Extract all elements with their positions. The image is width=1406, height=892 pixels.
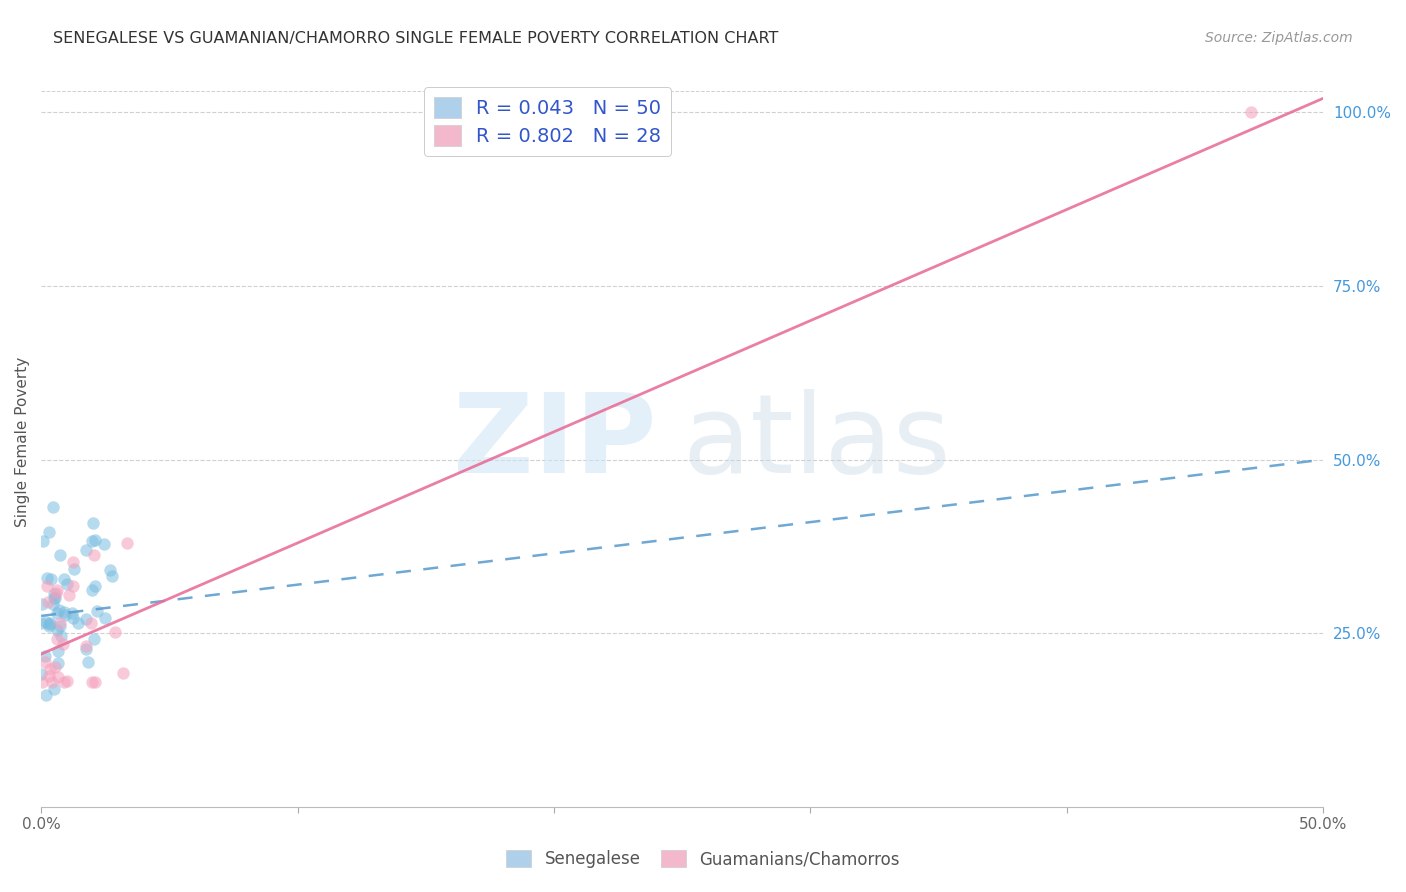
Point — [30, 615, 52, 630]
Point — [48, 602, 70, 616]
Point — [115, 536, 138, 550]
Point — [62, 610, 84, 624]
Point — [35, 615, 58, 629]
Point — [80, 534, 103, 549]
Point — [53, 674, 76, 689]
Legend: R = 0.043   N = 50, R = 0.802   N = 28: R = 0.043 N = 50, R = 0.802 N = 28 — [425, 87, 671, 156]
Point — [52, 637, 75, 651]
Point — [77, 655, 100, 669]
Point — [67, 615, 90, 630]
Point — [31, 674, 53, 689]
Point — [48, 548, 70, 562]
Point — [42, 597, 65, 611]
Point — [35, 578, 58, 592]
Point — [84, 579, 107, 593]
Point — [104, 624, 127, 639]
Point — [31, 598, 53, 612]
Point — [42, 500, 65, 514]
Point — [80, 583, 103, 598]
Point — [55, 607, 77, 622]
Point — [75, 543, 97, 558]
Point — [46, 632, 69, 646]
Point — [111, 666, 134, 681]
Text: SENEGALESE VS GUAMANIAN/CHAMORRO SINGLE FEMALE POVERTY CORRELATION CHART: SENEGALESE VS GUAMANIAN/CHAMORRO SINGLE … — [53, 31, 779, 46]
Point — [56, 577, 79, 591]
Point — [38, 525, 60, 540]
Point — [38, 617, 60, 632]
Point — [80, 615, 103, 630]
Point — [51, 629, 73, 643]
Point — [35, 688, 58, 702]
Point — [38, 615, 60, 630]
Point — [38, 619, 60, 633]
Point — [39, 572, 62, 586]
Point — [1240, 105, 1263, 120]
Point — [49, 615, 72, 630]
Point — [75, 642, 97, 657]
Point — [45, 582, 67, 597]
Point — [62, 606, 84, 620]
Text: atlas: atlas — [682, 389, 950, 496]
Point — [46, 656, 69, 670]
Point — [93, 611, 115, 625]
Point — [83, 632, 105, 647]
Point — [30, 666, 52, 681]
Point — [62, 555, 84, 569]
Point — [83, 548, 105, 562]
Text: ZIP: ZIP — [453, 389, 657, 496]
Point — [46, 624, 69, 638]
Point — [37, 594, 59, 608]
Point — [34, 649, 56, 664]
Point — [98, 563, 121, 577]
Point — [44, 591, 66, 606]
Point — [84, 533, 107, 547]
Point — [82, 516, 104, 530]
Point — [100, 568, 122, 582]
Point — [84, 674, 107, 689]
Legend: Senegalese, Guamanians/Chamorros: Senegalese, Guamanians/Chamorros — [499, 843, 907, 875]
Point — [38, 669, 60, 683]
Point — [44, 586, 66, 600]
Point — [53, 606, 76, 620]
Point — [58, 588, 80, 602]
Point — [52, 573, 75, 587]
Point — [41, 674, 63, 689]
Point — [62, 579, 84, 593]
Point — [49, 618, 72, 632]
Text: Source: ZipAtlas.com: Source: ZipAtlas.com — [1205, 31, 1353, 45]
Point — [63, 561, 86, 575]
Point — [44, 659, 66, 673]
Point — [75, 611, 97, 625]
Y-axis label: Single Female Poverty: Single Female Poverty — [15, 357, 30, 527]
Point — [34, 655, 56, 669]
Point — [35, 571, 58, 585]
Point — [80, 674, 103, 689]
Point — [45, 607, 67, 621]
Point — [46, 643, 69, 657]
Point — [75, 639, 97, 653]
Point — [86, 605, 108, 619]
Point — [42, 587, 65, 601]
Point — [46, 670, 69, 684]
Point — [56, 673, 79, 688]
Point — [42, 591, 65, 605]
Point — [42, 682, 65, 697]
Point — [31, 534, 53, 549]
Point — [93, 537, 115, 551]
Point — [39, 662, 62, 676]
